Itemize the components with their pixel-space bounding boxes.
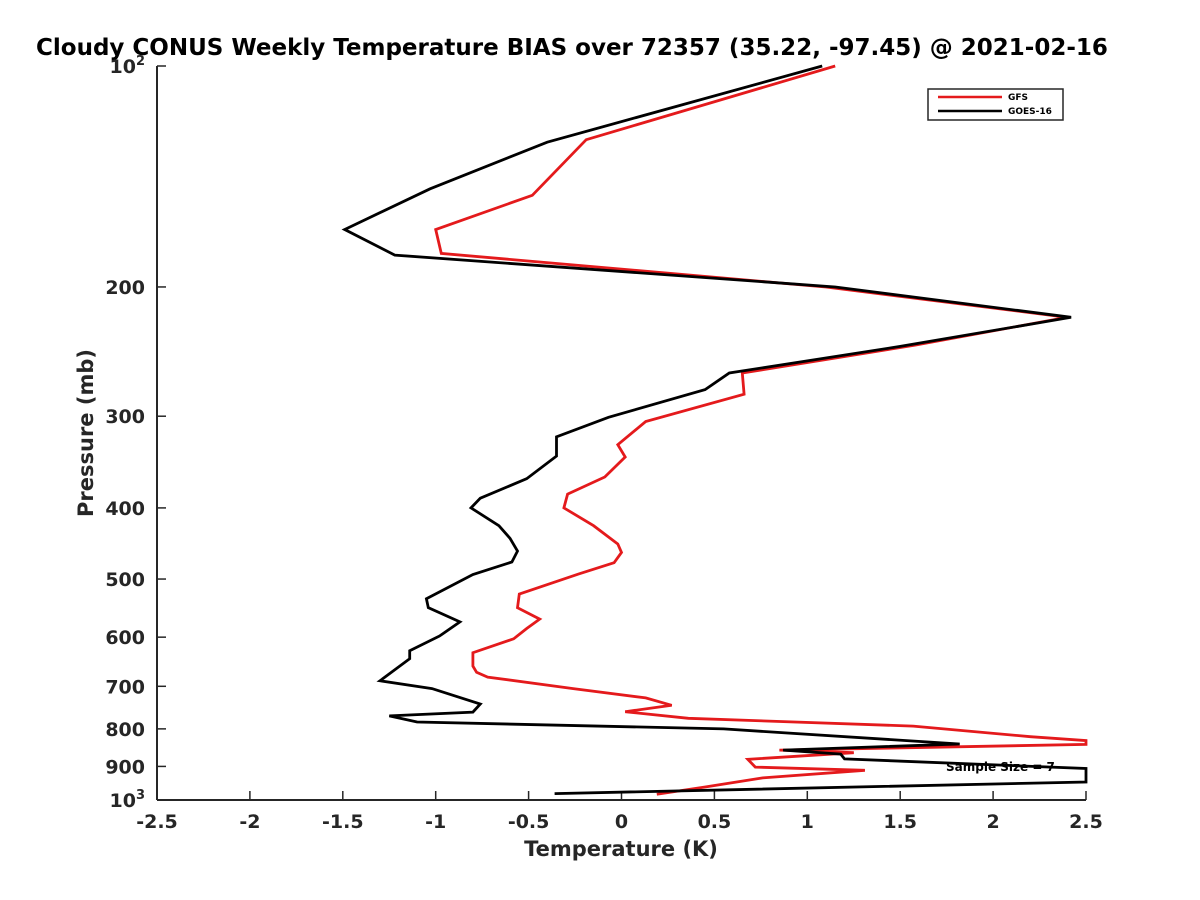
x-ticks: -2.5 -2 -1.5 -1 -0.5 0 0.5 1 1.5 2 2.5 xyxy=(136,791,1103,833)
legend-box xyxy=(927,88,1064,121)
x-tick-label: 2 xyxy=(986,811,999,833)
y-tick-exponent: 3 xyxy=(136,788,145,803)
y-tick-label: 400 xyxy=(105,498,145,520)
y-tick-label: 700 xyxy=(105,676,145,698)
y-tick-label: 200 xyxy=(105,277,145,299)
y-tick-label: 900 xyxy=(105,756,145,778)
y-tick-base: 10 xyxy=(110,56,136,78)
series-line-goes16 xyxy=(341,64,1088,795)
sample-size-annotation: Sample Size = 7 xyxy=(946,760,1055,774)
y-axis-label: Pressure (mb) xyxy=(74,349,98,517)
y-tick-base: 10 xyxy=(110,790,136,812)
y-tick-label: 102 xyxy=(110,54,146,78)
series-group xyxy=(341,64,1088,796)
x-tick-label: -1.5 xyxy=(322,811,364,833)
x-tick-label: 1 xyxy=(801,811,814,833)
plot-area: -2.5 -2 -1.5 -1 -0.5 0 0.5 1 1.5 2 2.5 10220030040… xyxy=(105,54,1103,833)
x-tick-label: -2.5 xyxy=(136,811,178,833)
y-tick-label: 300 xyxy=(105,406,145,428)
x-tick-label: 0.5 xyxy=(698,811,732,833)
chart-title: Cloudy CONUS Weekly Temperature BIAS ove… xyxy=(36,35,1108,61)
x-tick-label: -0.5 xyxy=(508,811,550,833)
y-tick-label: 500 xyxy=(105,569,145,591)
x-tick-label: 2.5 xyxy=(1069,811,1103,833)
x-tick-label: 0 xyxy=(615,811,628,833)
x-tick-label: -2 xyxy=(239,811,260,833)
x-tick-label: -1 xyxy=(425,811,446,833)
series-line-gfs xyxy=(434,64,1088,796)
x-tick-label: 1.5 xyxy=(883,811,917,833)
y-tick-label: 600 xyxy=(105,627,145,649)
y-tick-label: 103 xyxy=(110,788,146,812)
y-tick-label: 800 xyxy=(105,719,145,741)
x-axis-label: Temperature (K) xyxy=(524,837,718,861)
legend: GFS GOES-16 xyxy=(927,88,1064,121)
legend-label-gfs: GFS xyxy=(1008,93,1028,103)
legend-label-goes16: GOES-16 xyxy=(1008,107,1052,117)
y-tick-exponent: 2 xyxy=(136,54,145,69)
